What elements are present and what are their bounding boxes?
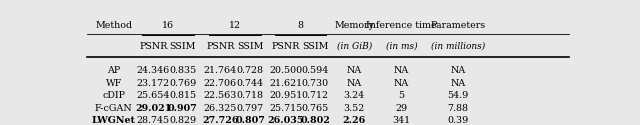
Text: 5: 5: [398, 91, 404, 100]
Text: 29.021: 29.021: [135, 104, 172, 113]
Text: 21.621: 21.621: [269, 79, 303, 88]
Text: 54.9: 54.9: [447, 91, 468, 100]
Text: 0.39: 0.39: [447, 116, 468, 125]
Text: 12: 12: [229, 21, 241, 30]
Text: 0.712: 0.712: [301, 91, 328, 100]
Text: 0.907: 0.907: [168, 104, 198, 113]
Text: (in GiB): (in GiB): [337, 42, 372, 51]
Text: PSNR: PSNR: [140, 42, 168, 51]
Text: Memory: Memory: [334, 21, 374, 30]
Text: 20.951: 20.951: [269, 91, 303, 100]
Text: 26.325: 26.325: [204, 104, 237, 113]
Text: (in ms): (in ms): [385, 42, 417, 51]
Text: 0.829: 0.829: [169, 116, 196, 125]
Text: 0.730: 0.730: [301, 79, 329, 88]
Text: 27.726: 27.726: [202, 116, 239, 125]
Text: 0.815: 0.815: [169, 91, 196, 100]
Text: PSNR: PSNR: [271, 42, 300, 51]
Text: NA: NA: [451, 79, 465, 88]
Text: 0.594: 0.594: [301, 66, 329, 75]
Text: 26.035: 26.035: [268, 116, 304, 125]
Text: NA: NA: [347, 79, 362, 88]
Text: 7.88: 7.88: [447, 104, 468, 113]
Text: 25.654: 25.654: [137, 91, 170, 100]
Text: 0.802: 0.802: [300, 116, 330, 125]
Text: NA: NA: [451, 66, 465, 75]
Text: 28.745: 28.745: [137, 116, 170, 125]
Text: 0.807: 0.807: [235, 116, 265, 125]
Text: cDIP: cDIP: [102, 91, 125, 100]
Text: 24.346: 24.346: [137, 66, 170, 75]
Text: SSIM: SSIM: [237, 42, 263, 51]
Text: 2.26: 2.26: [342, 116, 366, 125]
Text: 0.728: 0.728: [237, 66, 264, 75]
Text: NA: NA: [347, 66, 362, 75]
Text: 0.769: 0.769: [169, 79, 196, 88]
Text: 23.172: 23.172: [137, 79, 170, 88]
Text: 22.706: 22.706: [204, 79, 237, 88]
Text: 0.765: 0.765: [301, 104, 329, 113]
Text: F-cGAN: F-cGAN: [95, 104, 132, 113]
Text: NA: NA: [394, 66, 409, 75]
Text: SSIM: SSIM: [302, 42, 328, 51]
Text: 0.797: 0.797: [237, 104, 264, 113]
Text: AP: AP: [107, 66, 120, 75]
Text: 29: 29: [396, 104, 408, 113]
Text: 0.744: 0.744: [237, 79, 264, 88]
Text: 22.563: 22.563: [204, 91, 237, 100]
Text: SSIM: SSIM: [170, 42, 196, 51]
Text: LWGNet: LWGNet: [92, 116, 136, 125]
Text: 3.24: 3.24: [344, 91, 365, 100]
Text: NA: NA: [394, 79, 409, 88]
Text: PSNR: PSNR: [206, 42, 234, 51]
Text: 341: 341: [392, 116, 410, 125]
Text: 0.835: 0.835: [169, 66, 196, 75]
Text: Method: Method: [95, 21, 132, 30]
Text: WF: WF: [106, 79, 122, 88]
Text: 8: 8: [298, 21, 303, 30]
Text: 16: 16: [162, 21, 174, 30]
Text: Inference time: Inference time: [366, 21, 436, 30]
Text: Parameters: Parameters: [430, 21, 486, 30]
Text: 20.500: 20.500: [269, 66, 303, 75]
Text: 21.764: 21.764: [204, 66, 237, 75]
Text: 3.52: 3.52: [344, 104, 365, 113]
Text: 0.718: 0.718: [237, 91, 264, 100]
Text: (in millions): (in millions): [431, 42, 485, 51]
Text: 25.715: 25.715: [269, 104, 303, 113]
